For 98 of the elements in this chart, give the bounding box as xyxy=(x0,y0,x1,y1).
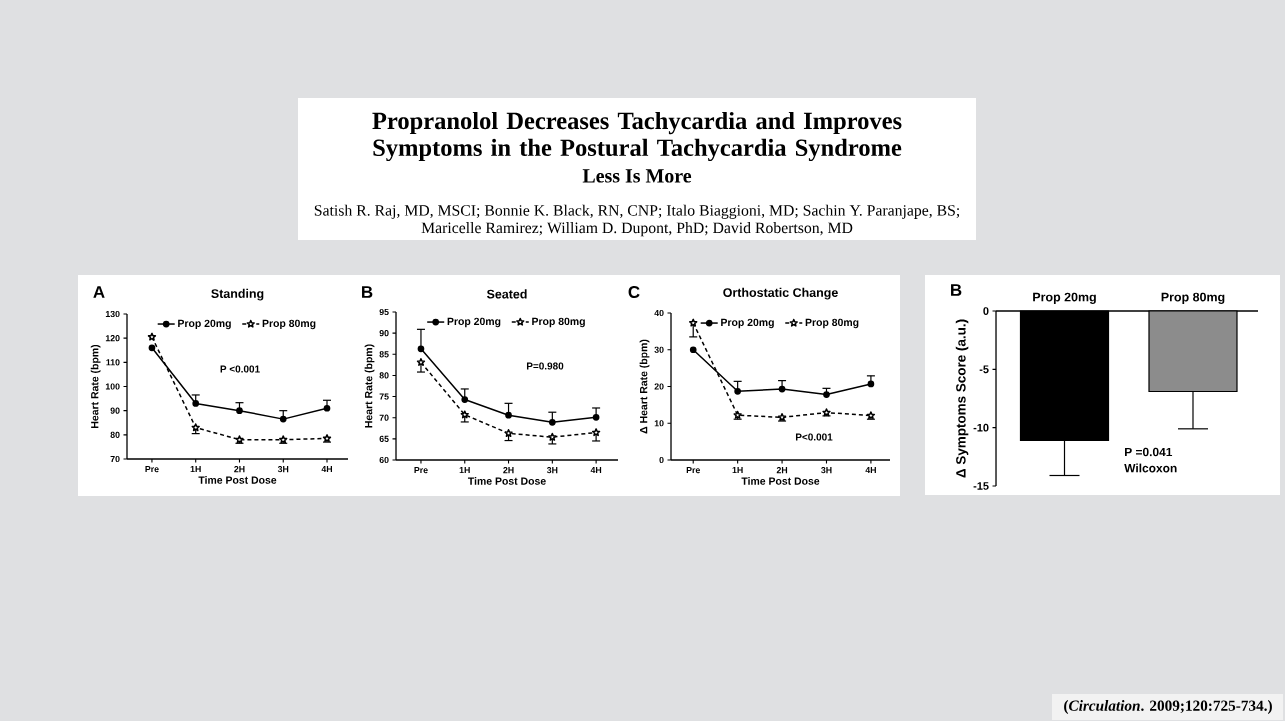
y-axis-title: Δ Symptoms Score (a.u.) xyxy=(955,319,969,478)
y-tick-label: 30 xyxy=(654,346,664,353)
x-tick-label: 2H xyxy=(503,467,514,474)
annotation: Wilcoxon xyxy=(1124,463,1177,473)
y-tick-label: 100 xyxy=(105,383,120,390)
legend-label: Prop 80mg xyxy=(805,318,859,329)
point xyxy=(822,408,831,417)
chart-title: Standing xyxy=(211,288,264,301)
y-tick-label: 130 xyxy=(105,310,120,318)
point xyxy=(461,396,469,403)
point xyxy=(416,357,426,366)
x-tick-label: 3H xyxy=(277,466,289,473)
point xyxy=(279,415,287,423)
point xyxy=(460,410,469,419)
point xyxy=(417,345,425,353)
y-tick-label: 40 xyxy=(654,309,664,317)
x-axis-title: Time Post Dose xyxy=(467,477,546,485)
text: B xyxy=(951,284,962,296)
point xyxy=(504,429,513,438)
y-tick-label: 80 xyxy=(110,431,120,438)
x-tick-label: 1H xyxy=(190,466,201,473)
y-tick-label: 95 xyxy=(379,308,389,316)
x-tick-label: 2H xyxy=(776,467,788,474)
y-tick-label: 90 xyxy=(110,407,120,414)
point xyxy=(279,435,288,444)
y-tick-label: -5 xyxy=(979,365,989,374)
y-tick-label: 70 xyxy=(110,455,120,463)
x-tick-label: 3H xyxy=(546,467,558,474)
y-tick-label: -15 xyxy=(973,482,989,490)
y-tick-label: 60 xyxy=(379,456,389,464)
point xyxy=(147,332,157,341)
y-tick-label: 0 xyxy=(983,307,989,315)
y-axis-title: Heart Rate (bpm) xyxy=(364,344,375,428)
point xyxy=(505,411,512,419)
point xyxy=(866,411,876,420)
legend-label: Prop 20mg xyxy=(447,317,501,328)
legend-label: Prop 20mg xyxy=(721,318,774,329)
point xyxy=(322,434,332,443)
x-axis-title: Time Post Dose xyxy=(741,477,820,485)
x-axis-title: Time Post Dose xyxy=(198,476,277,484)
text: Propranolol Decreases Tachycardia and Improves Symptoms in the Postural Tachycardia Syndrome xyxy=(372,111,902,162)
x-tick-label: Pre xyxy=(414,467,428,474)
annotation: P=0.980 xyxy=(526,362,564,370)
y-tick-label: 85 xyxy=(379,351,389,358)
x-tick-label: 4H xyxy=(590,467,602,474)
chart-title: Orthostatic Change xyxy=(723,287,838,300)
y-tick-label: 65 xyxy=(379,435,389,442)
x-tick-label: 4H xyxy=(865,467,876,474)
point xyxy=(548,432,557,441)
point xyxy=(689,318,698,327)
chart-title: Seated xyxy=(486,289,527,299)
annotation: P<0.001 xyxy=(795,433,833,441)
point xyxy=(689,346,697,354)
x-tick-label: Pre xyxy=(145,466,159,473)
y-tick-label: 0 xyxy=(659,456,664,464)
y-tick-label: 20 xyxy=(654,383,664,390)
x-tick-label: Pre xyxy=(686,467,700,474)
point xyxy=(592,413,600,421)
point xyxy=(548,419,556,426)
text: Less Is More xyxy=(582,169,692,183)
y-tick-label: 75 xyxy=(379,393,389,400)
point xyxy=(148,344,156,352)
text: A xyxy=(93,286,105,298)
y-tick-label: 90 xyxy=(379,330,389,337)
point xyxy=(235,435,244,444)
y-tick-label: 10 xyxy=(654,420,664,427)
x-tick-label: 1H xyxy=(459,467,470,474)
y-tick-label: 120 xyxy=(105,335,120,342)
point xyxy=(323,404,331,412)
y-tick-label: 110 xyxy=(106,359,120,366)
y-tick-label: -10 xyxy=(973,423,989,432)
text: (Circulation. 2009;120:725-734.) xyxy=(1064,700,1272,714)
y-tick-label: 80 xyxy=(379,372,389,379)
annotation: P <0.001 xyxy=(220,365,260,373)
point xyxy=(823,391,830,398)
point xyxy=(867,380,875,388)
point xyxy=(778,385,786,393)
legend-label: Prop 20mg xyxy=(178,319,231,330)
point xyxy=(191,423,200,432)
y-tick-label: 70 xyxy=(379,414,389,421)
point xyxy=(733,410,742,419)
x-tick-label: 3H xyxy=(821,467,832,474)
x-tick-label: 2H xyxy=(234,466,245,473)
text: C xyxy=(628,286,640,298)
point xyxy=(192,400,200,407)
y-axis-title: Δ Heart Rate (bpm) xyxy=(639,339,650,434)
point xyxy=(591,428,601,437)
point xyxy=(734,387,741,395)
annotation: P =0.041 xyxy=(1125,447,1173,457)
y-axis-title: Heart Rate (bpm) xyxy=(90,344,101,428)
text: Satish R. Raj, MD, MSCI; Bonnie K. Black, RN, CNP; Italo Biaggioni, MD; Sachin Y. Paranjape, BS; Maricelle Ramirez; William D. Dupont, PhD; David Robertson, MD xyxy=(314,204,960,237)
x-tick-label: 1H xyxy=(732,467,743,474)
text: B xyxy=(362,286,373,298)
point xyxy=(236,407,243,415)
x-tick-label: 4H xyxy=(321,466,332,473)
point xyxy=(777,413,787,422)
legend-label: Prop 80mg xyxy=(262,319,316,330)
legend-label: Prop 80mg xyxy=(532,317,585,328)
